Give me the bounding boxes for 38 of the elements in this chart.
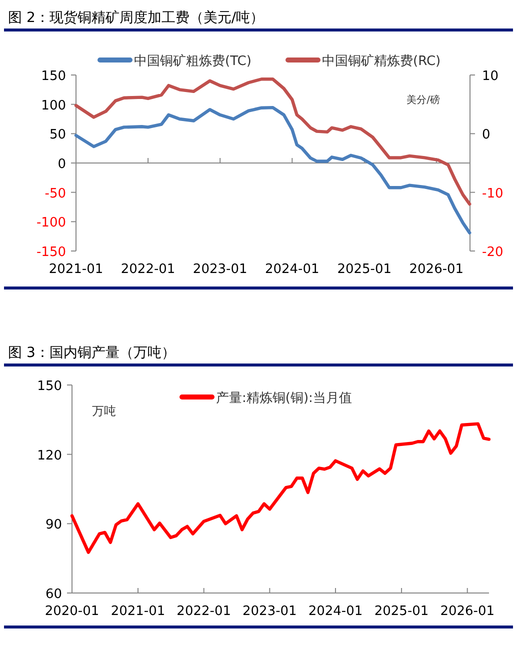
y2-tick-label: 0 <box>482 128 490 143</box>
line-series <box>74 106 472 234</box>
x-tick-label: 2026-01 <box>409 262 464 277</box>
line-series <box>74 78 472 206</box>
legend-label: 中国铜矿精炼费(RC) <box>322 54 441 69</box>
y-tick-label: 100 <box>41 98 66 114</box>
chart-title: 图 3：国内铜产量（万吨） <box>8 345 176 361</box>
x-tick-label: 2022-01 <box>176 604 232 619</box>
y-tick-label: 0 <box>58 157 66 172</box>
x-tick-label: 2021-01 <box>110 604 166 619</box>
x-tick-label: 2021-01 <box>48 262 104 277</box>
legend-label: 产量:精炼铜(铜):当月值 <box>216 391 352 406</box>
y2-tick-label: 10 <box>482 69 499 84</box>
chart-title: 图 2：现货铜精矿周度加工费（美元/吨） <box>8 10 264 26</box>
x-tick-label: 2024-01 <box>264 262 320 277</box>
y-tick-label: 120 <box>37 448 62 464</box>
x-tick-label: 2026-01 <box>440 604 495 619</box>
y-tick-label: 60 <box>45 587 62 602</box>
y2-axis-title: 美分/磅 <box>406 94 440 106</box>
x-tick-label: 2023-01 <box>192 262 248 277</box>
x-tick-label: 2025-01 <box>337 262 392 277</box>
x-tick-label: 2023-01 <box>242 604 297 619</box>
y-tick-label: 50 <box>49 128 66 143</box>
y-tick-label: -100 <box>36 216 66 231</box>
y2-tick-label: -10 <box>482 186 504 202</box>
x-tick-label: 2020-01 <box>44 604 100 619</box>
y-tick-label: 150 <box>37 379 62 394</box>
y-axis-title: 万吨 <box>92 404 116 418</box>
y-tick-label: 150 <box>41 69 66 84</box>
x-tick-label: 2022-01 <box>120 262 176 277</box>
y-tick-label: 90 <box>45 518 62 533</box>
y-tick-label: -50 <box>44 186 66 202</box>
x-tick-label: 2024-01 <box>308 604 363 619</box>
x-tick-label: 2025-01 <box>374 604 429 619</box>
y-tick-label: -150 <box>36 245 66 260</box>
y2-tick-label: -20 <box>482 245 504 260</box>
line-series <box>70 422 491 554</box>
legend-label: 中国铜矿粗炼费(TC) <box>134 54 252 69</box>
